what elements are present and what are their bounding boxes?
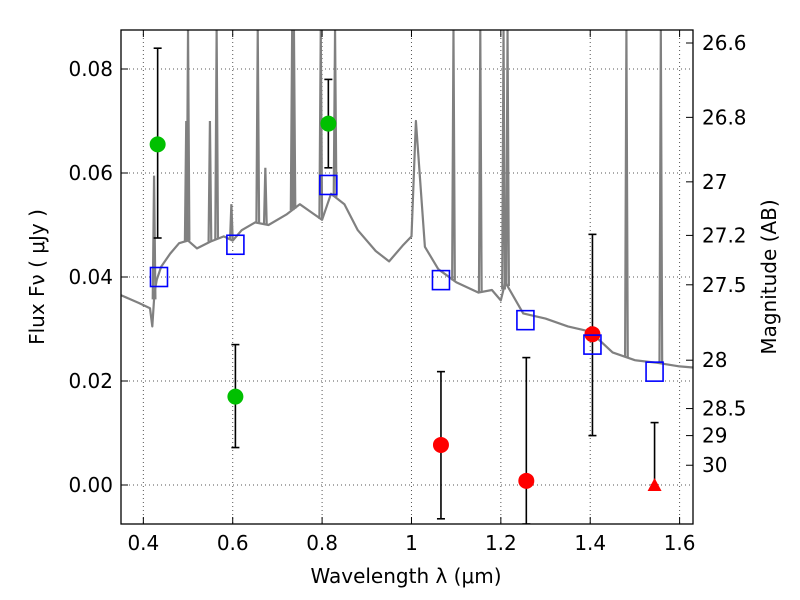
x-tick-label: 0.4 <box>127 531 159 555</box>
data-point-square <box>226 234 245 256</box>
data-point-square <box>319 174 338 196</box>
emission-line <box>291 30 297 209</box>
data-point-circle <box>518 472 535 489</box>
data-point-triangle <box>647 478 662 491</box>
emission-line <box>332 30 338 197</box>
data-point-square <box>516 309 535 331</box>
data-point-square <box>149 266 169 288</box>
data-point-circle <box>149 136 166 153</box>
y2-tick-label: 27.2 <box>702 223 747 247</box>
model-spectrum-line <box>121 119 693 369</box>
x-tick-label: 0.6 <box>217 531 249 555</box>
data-point-circle <box>432 436 449 453</box>
x-tick-label: 0.8 <box>306 531 338 555</box>
y2-tick-label: 28.5 <box>702 397 747 421</box>
emission-line <box>451 30 456 281</box>
emission-line <box>477 30 483 293</box>
y2-tick-label: 26.8 <box>702 105 747 129</box>
y2-tick-label: 30 <box>702 453 727 477</box>
y2-tick-label: 26.6 <box>702 31 747 55</box>
axes: 0.4 0.6 0.8 1 1.2 1.4 1.6 0.00 0.02 0.04 0.06 0.08 2… <box>68 30 747 555</box>
emission-line <box>151 175 157 300</box>
y2-axis-title: Magnitude (AB) <box>757 199 781 354</box>
y-tick-label: 0.02 <box>68 369 113 393</box>
x-tick-label: 1.6 <box>664 531 696 555</box>
emission-line <box>214 30 220 240</box>
y-tick-label: 0.08 <box>68 57 113 81</box>
data-point-circle <box>320 115 337 132</box>
y-axis-title: Flux Fν ( μJy ) <box>25 209 49 345</box>
y-tick-label: 0.06 <box>68 161 113 185</box>
y-tick-label: 0.04 <box>68 265 113 289</box>
emission-line <box>623 30 629 358</box>
data-point-circle <box>227 388 244 405</box>
emission-line <box>318 30 324 219</box>
y2-tick-label: 27 <box>702 170 727 194</box>
data-point-square <box>431 269 451 291</box>
emission-line <box>262 167 268 225</box>
grid-lines <box>121 30 693 524</box>
emission-line <box>658 30 664 364</box>
x-tick-label: 1 <box>405 531 418 555</box>
emission-line <box>185 30 191 241</box>
emission-line <box>501 30 506 290</box>
data-point-square <box>645 361 664 382</box>
x-tick-label: 1.4 <box>574 531 606 555</box>
y2-tick-label: 27.5 <box>702 273 747 297</box>
x-axis-title: Wavelength λ (μm) <box>310 564 501 588</box>
y2-tick-label: 29 <box>702 424 727 448</box>
y-tick-label: 0.00 <box>68 473 113 497</box>
data-point-square <box>583 334 602 355</box>
emission-line <box>255 30 261 223</box>
data-point-circle <box>584 326 601 343</box>
emission-line <box>207 120 213 242</box>
x-tick-label: 1.2 <box>485 531 517 555</box>
plot-area <box>121 30 693 524</box>
y2-tick-label: 28 <box>702 348 727 372</box>
emission-line <box>228 204 234 241</box>
emission-line <box>505 30 510 287</box>
